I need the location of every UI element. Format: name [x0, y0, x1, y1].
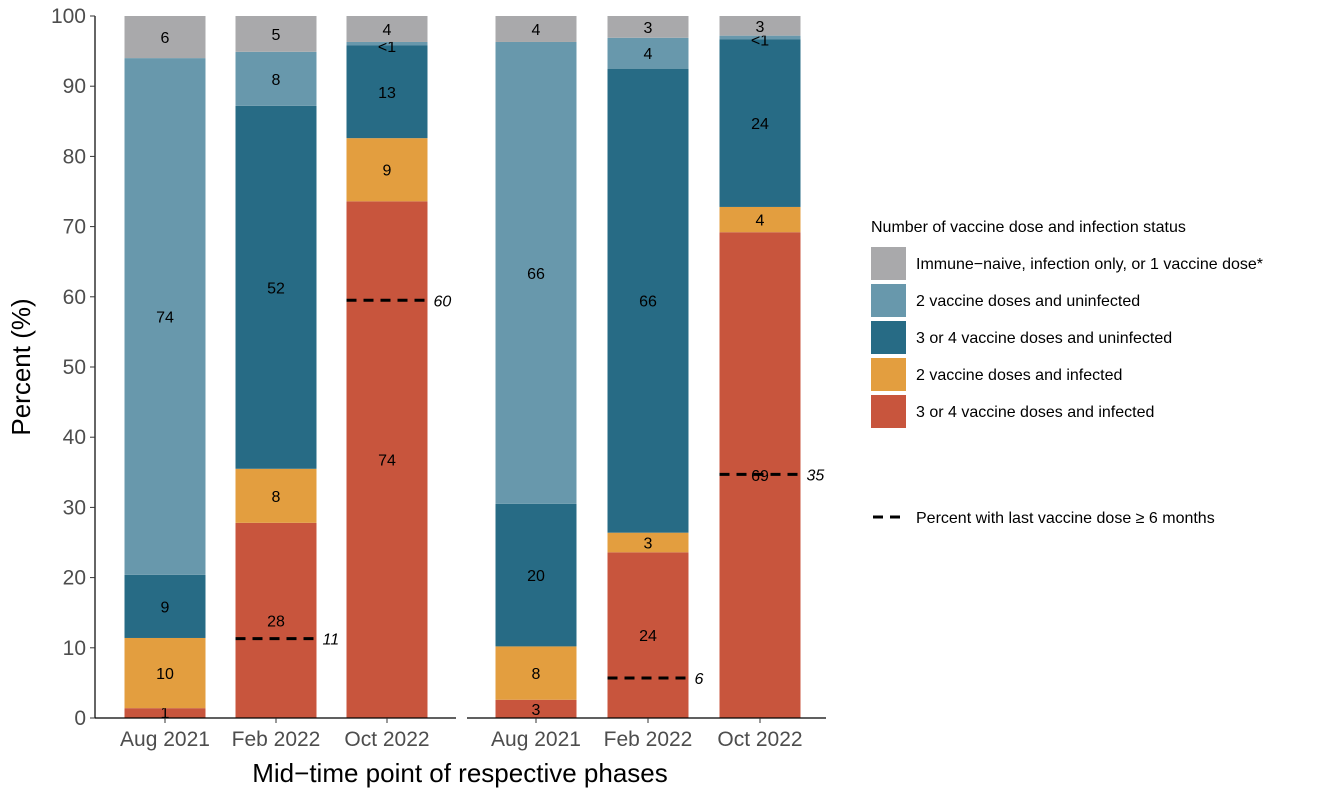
plot-area: 110974628852851174913<146038206642436643… — [124, 16, 825, 722]
bar-segment — [124, 58, 206, 575]
bar-segment — [235, 522, 317, 718]
data-label: 4 — [644, 46, 653, 63]
legend-reference-label: Percent with last vaccine dose ≥ 6 month… — [916, 510, 1215, 527]
bar-segment — [495, 16, 577, 42]
data-label: <1 — [751, 33, 769, 50]
data-label: 74 — [378, 453, 396, 470]
data-label: 8 — [532, 666, 541, 683]
legend-key — [871, 284, 906, 317]
data-label: 1 — [161, 705, 170, 722]
data-label: 66 — [527, 266, 545, 283]
x-tick-label: Feb 2022 — [604, 728, 693, 751]
x-tick-label: Oct 2022 — [717, 728, 802, 751]
data-label: 4 — [756, 213, 765, 230]
legend-key — [871, 321, 906, 354]
x-tick-label: Oct 2022 — [344, 728, 429, 751]
data-label: 20 — [527, 568, 545, 585]
data-label: <1 — [378, 39, 396, 56]
reference-label: 11 — [323, 632, 340, 649]
bar-segment — [124, 708, 206, 718]
bar-segment — [719, 206, 801, 233]
data-label: 3 — [644, 20, 653, 37]
bar-segment — [719, 39, 801, 207]
data-label: 13 — [378, 85, 396, 102]
bar-segment — [124, 574, 206, 638]
data-label: 8 — [272, 72, 281, 89]
legend-key — [871, 247, 906, 280]
bar-segment — [235, 51, 317, 106]
bar-segment — [495, 503, 577, 647]
data-label: 4 — [532, 22, 541, 39]
bar-segment — [719, 35, 801, 40]
bar-segment — [124, 637, 206, 709]
data-label: 3 — [756, 19, 765, 36]
data-label: 6 — [161, 30, 170, 47]
y-tick-label: 10 — [63, 637, 86, 660]
y-tick-label: 100 — [51, 5, 86, 28]
x-tick-label: Aug 2021 — [120, 728, 210, 751]
bar-segment — [346, 138, 428, 202]
y-tick-label: 0 — [74, 707, 86, 730]
bar-segment — [235, 468, 317, 523]
bar-segment — [607, 16, 689, 38]
y-tick-label: 30 — [63, 496, 86, 519]
legend-item-label: 3 or 4 vaccine doses and uninfected — [916, 330, 1172, 347]
legend-title: Number of vaccine dose and infection sta… — [871, 219, 1186, 236]
bar-segment — [607, 552, 689, 718]
bar-segment — [124, 16, 206, 59]
x-tick-label: Feb 2022 — [232, 728, 321, 751]
bar-segment — [346, 201, 428, 718]
data-label: 66 — [639, 294, 657, 311]
legend-item-label: Immune−naive, infection only, or 1 vacci… — [916, 256, 1263, 273]
reference-label: 35 — [807, 467, 825, 484]
data-label: 3 — [644, 536, 653, 553]
axes: Aug 2021 Feb 2022 Oct 2022 Aug 2021 Feb 2022… — [51, 5, 826, 751]
data-label: 52 — [267, 280, 285, 297]
bar-segment — [346, 16, 428, 42]
legend-item-label: 2 vaccine doses and uninfected — [916, 293, 1140, 310]
y-axis-title: Percent (%) — [6, 298, 36, 435]
data-label: 24 — [639, 628, 657, 645]
legend-key — [871, 395, 906, 428]
legend: Number of vaccine dose and infection sta… — [871, 219, 1263, 527]
data-label: 3 — [532, 702, 541, 719]
bar-segment — [607, 37, 689, 69]
y-tick-label: 70 — [63, 216, 86, 239]
reference-label: 6 — [695, 671, 704, 688]
y-tick-label: 20 — [63, 567, 86, 590]
bar-segment — [607, 68, 689, 533]
bar-segment — [235, 16, 317, 52]
data-label: 28 — [267, 613, 285, 630]
bar-segment — [719, 16, 801, 36]
y-tick-label: 40 — [63, 426, 86, 449]
y-tick-label: 50 — [63, 356, 86, 379]
bar-segment — [346, 45, 428, 139]
bar-segment — [235, 105, 317, 469]
data-label: 24 — [751, 116, 769, 133]
data-label: 8 — [272, 489, 281, 506]
bar-segment — [495, 41, 577, 504]
legend-item-label: 3 or 4 vaccine doses and infected — [916, 404, 1154, 421]
bar-segment — [495, 699, 577, 718]
x-tick-label: Aug 2021 — [491, 728, 581, 751]
bar-segment — [346, 41, 428, 46]
bar-segment — [607, 532, 689, 553]
legend-item-label: 2 vaccine doses and infected — [916, 367, 1122, 384]
data-label: 9 — [161, 599, 170, 616]
data-label: 69 — [751, 468, 769, 485]
reference-label: 60 — [434, 293, 452, 310]
y-tick-label: 60 — [63, 286, 86, 309]
legend-key — [871, 358, 906, 391]
data-label: 9 — [383, 163, 392, 180]
data-label: 5 — [272, 27, 281, 44]
y-tick-label: 80 — [63, 145, 86, 168]
y-tick-label: 90 — [63, 75, 86, 98]
data-label: 74 — [156, 309, 174, 326]
bar-segment — [495, 646, 577, 700]
data-label: 4 — [383, 22, 392, 39]
data-label: 10 — [156, 666, 174, 683]
x-axis-title: Mid−time point of respective phases — [252, 758, 668, 788]
